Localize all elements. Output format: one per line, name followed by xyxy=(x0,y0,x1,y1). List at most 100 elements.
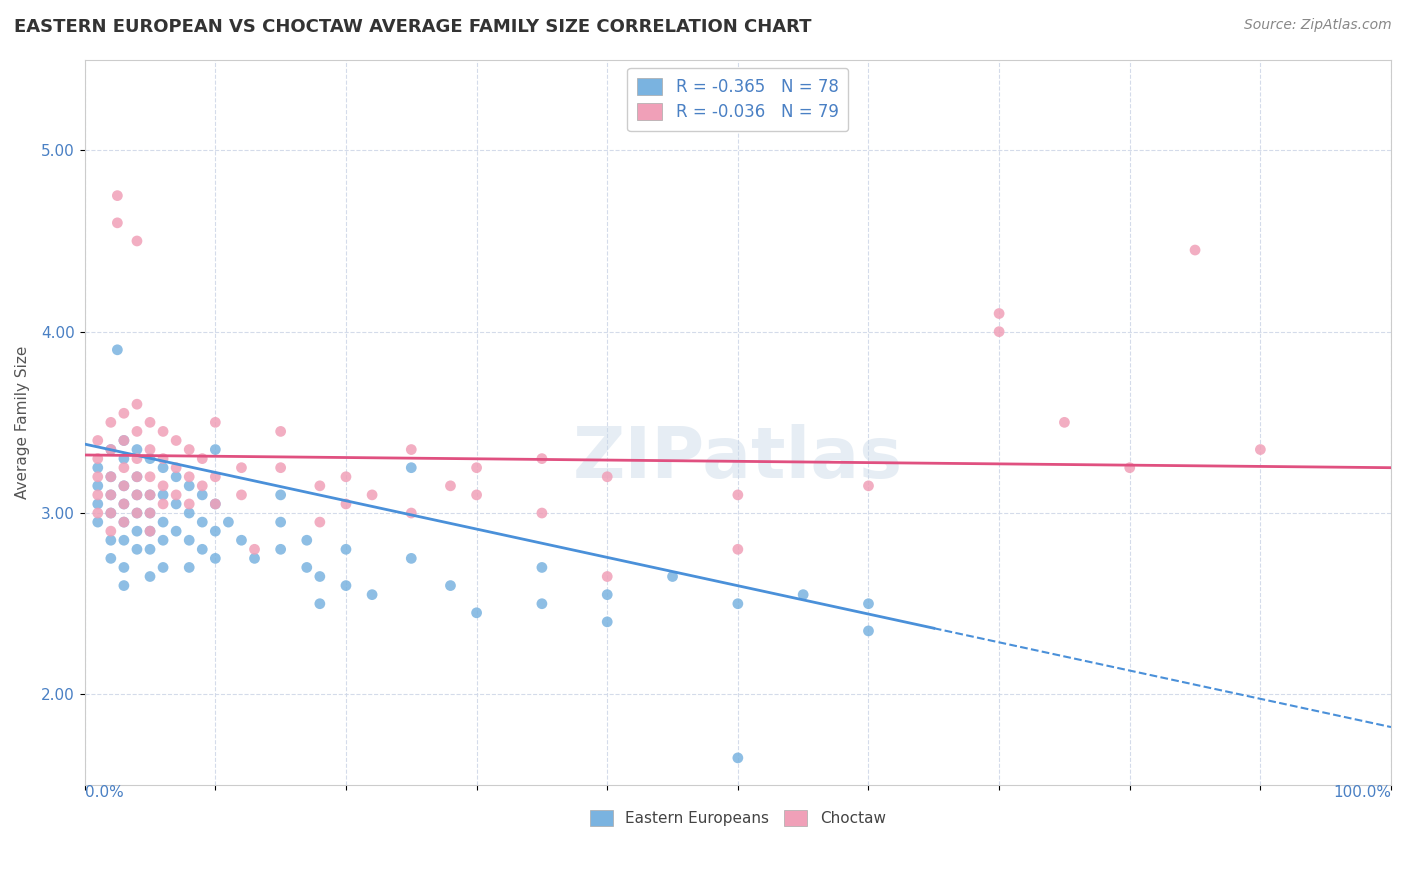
Point xyxy=(204,415,226,429)
Point xyxy=(139,542,162,557)
Point xyxy=(112,578,135,592)
Point xyxy=(165,488,187,502)
Point xyxy=(112,515,135,529)
Point xyxy=(191,515,214,529)
Point xyxy=(596,469,619,483)
Point xyxy=(87,460,110,475)
Point xyxy=(139,415,162,429)
Point xyxy=(125,469,148,483)
Point xyxy=(87,488,110,502)
Point xyxy=(100,442,122,457)
Point xyxy=(139,469,162,483)
Point xyxy=(530,597,553,611)
Point xyxy=(125,524,148,538)
Legend: Eastern Europeans, Choctaw: Eastern Europeans, Choctaw xyxy=(581,801,894,836)
Point xyxy=(727,751,749,765)
Point xyxy=(401,551,423,566)
Point xyxy=(165,469,187,483)
Point xyxy=(858,479,880,493)
Point xyxy=(152,533,174,548)
Point xyxy=(125,488,148,502)
Point xyxy=(270,488,292,502)
Point xyxy=(179,442,201,457)
Point xyxy=(100,551,122,566)
Point xyxy=(596,569,619,583)
Point xyxy=(112,560,135,574)
Point xyxy=(152,425,174,439)
Point xyxy=(139,506,162,520)
Point xyxy=(152,460,174,475)
Point xyxy=(179,479,201,493)
Point xyxy=(139,569,162,583)
Point xyxy=(727,488,749,502)
Point xyxy=(125,506,148,520)
Text: ZIPatlas: ZIPatlas xyxy=(572,424,903,493)
Point xyxy=(231,488,253,502)
Point xyxy=(191,479,214,493)
Point xyxy=(243,542,266,557)
Point xyxy=(308,597,330,611)
Point xyxy=(112,533,135,548)
Point xyxy=(988,325,1011,339)
Point xyxy=(125,469,148,483)
Point xyxy=(179,560,201,574)
Point xyxy=(204,551,226,566)
Point xyxy=(125,234,148,248)
Point xyxy=(308,479,330,493)
Point xyxy=(87,479,110,493)
Point xyxy=(165,497,187,511)
Point xyxy=(439,479,461,493)
Point xyxy=(139,488,162,502)
Point xyxy=(1119,460,1142,475)
Point xyxy=(87,451,110,466)
Point xyxy=(231,533,253,548)
Point xyxy=(295,560,318,574)
Point xyxy=(858,597,880,611)
Point xyxy=(152,451,174,466)
Point xyxy=(125,488,148,502)
Point xyxy=(112,497,135,511)
Point xyxy=(465,460,488,475)
Point xyxy=(204,469,226,483)
Text: 100.0%: 100.0% xyxy=(1333,785,1391,800)
Point xyxy=(361,488,384,502)
Point xyxy=(100,524,122,538)
Point xyxy=(361,588,384,602)
Point xyxy=(465,606,488,620)
Point xyxy=(295,533,318,548)
Point xyxy=(401,506,423,520)
Point xyxy=(231,460,253,475)
Text: 0.0%: 0.0% xyxy=(84,785,124,800)
Point xyxy=(139,488,162,502)
Point xyxy=(100,506,122,520)
Point xyxy=(204,524,226,538)
Point xyxy=(100,533,122,548)
Point xyxy=(87,506,110,520)
Point xyxy=(100,415,122,429)
Point xyxy=(1053,415,1076,429)
Point xyxy=(100,442,122,457)
Point xyxy=(1249,442,1271,457)
Point xyxy=(152,479,174,493)
Point xyxy=(596,588,619,602)
Point xyxy=(465,488,488,502)
Point xyxy=(139,506,162,520)
Point xyxy=(105,188,128,202)
Point xyxy=(727,597,749,611)
Point xyxy=(243,551,266,566)
Point xyxy=(165,460,187,475)
Point xyxy=(105,343,128,357)
Point xyxy=(179,497,201,511)
Point xyxy=(100,469,122,483)
Point xyxy=(87,434,110,448)
Point xyxy=(112,434,135,448)
Point xyxy=(270,542,292,557)
Point xyxy=(596,615,619,629)
Point xyxy=(152,560,174,574)
Point xyxy=(125,397,148,411)
Point xyxy=(125,425,148,439)
Point xyxy=(335,578,357,592)
Point xyxy=(308,569,330,583)
Point xyxy=(112,406,135,420)
Text: EASTERN EUROPEAN VS CHOCTAW AVERAGE FAMILY SIZE CORRELATION CHART: EASTERN EUROPEAN VS CHOCTAW AVERAGE FAMI… xyxy=(14,18,811,36)
